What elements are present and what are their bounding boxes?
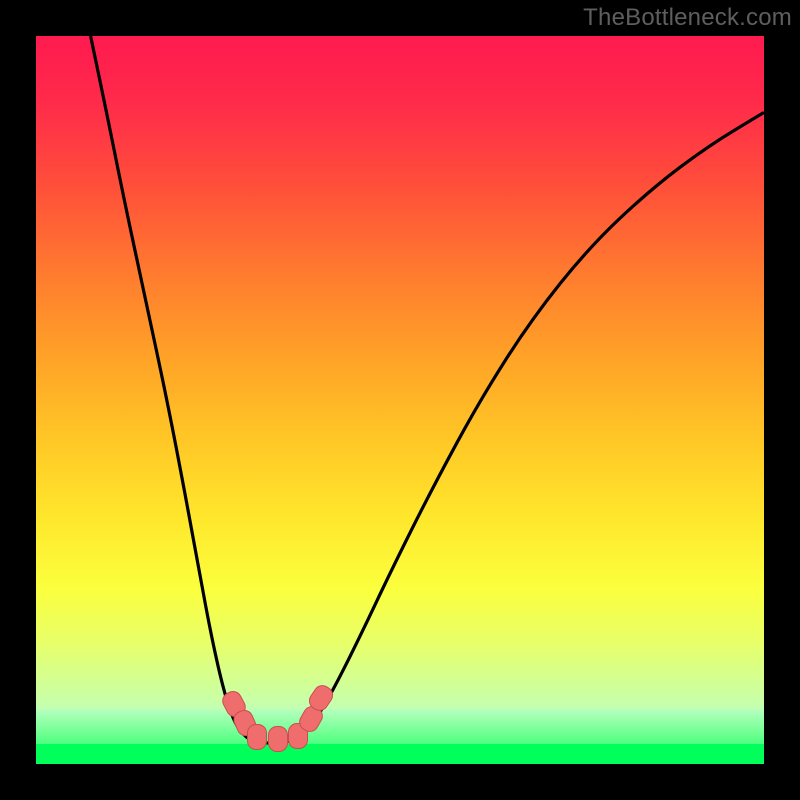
data-marker xyxy=(268,726,288,752)
watermark-text: TheBottleneck.com xyxy=(583,4,792,32)
chart-root: TheBottleneck.com xyxy=(0,0,800,800)
plot-area xyxy=(36,36,764,764)
data-marker xyxy=(247,724,267,750)
green-core xyxy=(36,744,764,764)
heat-gradient xyxy=(36,36,764,709)
